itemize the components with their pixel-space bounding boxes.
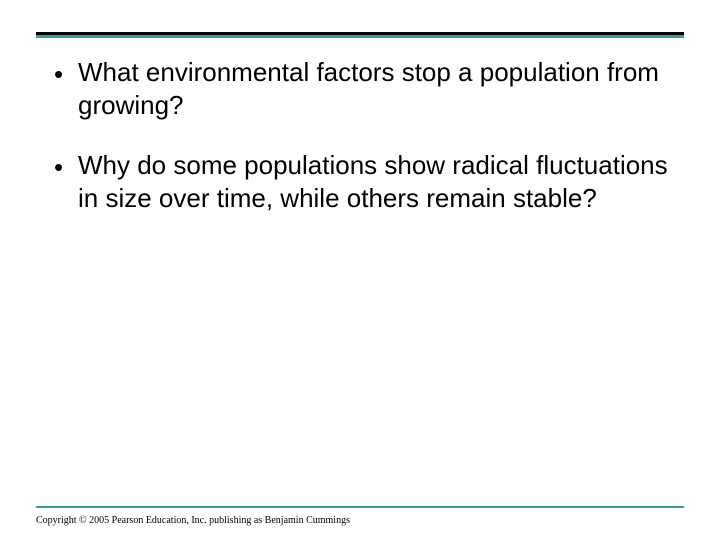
bullet-text: Why do some populations show radical flu… (78, 149, 670, 214)
slide: • What environmental factors stop a popu… (0, 0, 720, 540)
bullet-dot-icon: • (54, 149, 78, 184)
bullet-text: What environmental factors stop a popula… (78, 56, 670, 121)
top-rule (36, 32, 684, 38)
bullet-dot-icon: • (54, 56, 78, 91)
bullet-item: • Why do some populations show radical f… (54, 149, 670, 214)
bullet-item: • What environmental factors stop a popu… (54, 56, 670, 121)
bottom-rule (36, 506, 684, 508)
content-area: • What environmental factors stop a popu… (54, 56, 670, 242)
top-rule-teal (36, 35, 684, 38)
copyright-text: Copyright © 2005 Pearson Education, Inc.… (36, 515, 350, 526)
